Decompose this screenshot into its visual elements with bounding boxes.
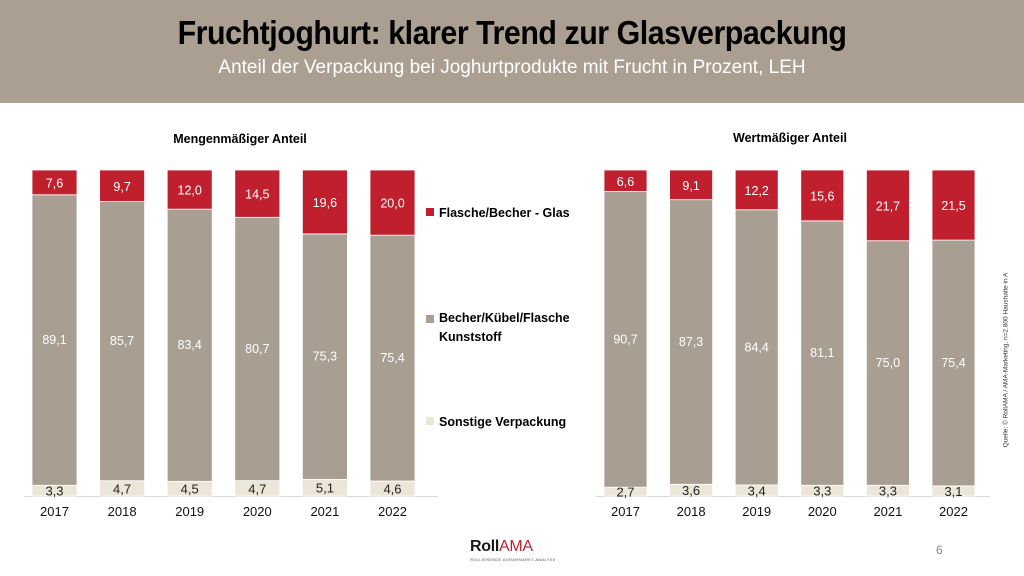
wert-label-kunststoff-2022: 75,4 — [941, 356, 965, 370]
menge-bar-kunststoff-2020 — [234, 216, 281, 482]
menge-label-kunststoff-2019: 83,4 — [178, 338, 202, 352]
menge-label-sonstige-2019: 4,5 — [181, 482, 199, 497]
wert-label-sonstige-2018: 3,6 — [682, 483, 700, 498]
menge-bar-glas-2022 — [369, 169, 416, 236]
wert-label-glas-2021: 21,7 — [876, 199, 900, 213]
menge-label-sonstige-2021: 5,1 — [316, 481, 334, 496]
wert-label-kunststoff-2021: 75,0 — [876, 356, 900, 370]
wert-label-sonstige-2021: 3,3 — [879, 484, 897, 499]
menge-x-tick-2018: 2018 — [108, 504, 137, 519]
menge-bar-kunststoff-2022 — [369, 234, 416, 482]
legend-item-kunststoff: Becher/Kübel/Flasche Kunststoff — [426, 309, 596, 347]
wert-label-glas-2018: 9,1 — [682, 179, 699, 193]
wert-x-tick-2021: 2021 — [873, 504, 902, 519]
menge-label-sonstige-2022: 4,6 — [383, 482, 401, 497]
wert-bar-glas-2017 — [603, 169, 648, 192]
legend-label-sonstige: Sonstige Verpackung — [439, 415, 567, 429]
wert-x-tick-2018: 2018 — [677, 504, 706, 519]
menge-bar-glas-2018 — [99, 169, 145, 202]
menge-x-tick-2017: 2017 — [40, 504, 69, 519]
menge-bar-kunststoff-2021 — [301, 233, 348, 480]
source-note: Quelle: © RollAMA / AMA-Marketing, n=2.8… — [1002, 272, 1010, 448]
wert-label-kunststoff-2019: 84,4 — [745, 340, 769, 354]
menge-bar-glas-2021 — [301, 169, 348, 235]
legend-swatch-kunststoff — [426, 315, 434, 323]
wert-bar-kunststoff-2021 — [866, 240, 910, 486]
menge-label-glas-2020: 14,5 — [245, 188, 269, 202]
menge-bar-glas-2019 — [166, 169, 213, 210]
legend-item-glas: Flasche/Becher - Glas — [426, 204, 570, 223]
menge-bar-glas-2017 — [31, 169, 78, 196]
menge-label-glas-2017: 7,6 — [46, 176, 63, 190]
wert-label-kunststoff-2018: 87,3 — [679, 335, 703, 349]
menge-label-glas-2021: 19,6 — [313, 196, 337, 210]
legend-item-sonstige: Sonstige Verpackung — [426, 413, 566, 432]
wert-bar-glas-2020 — [800, 169, 845, 222]
menge-x-tick-2021: 2021 — [310, 504, 339, 519]
wert-x-tick-2022: 2022 — [939, 504, 968, 519]
rollama-logo: RollAMA ROLLIERENDE AGRARMARKT-ANALYSE — [470, 538, 556, 563]
wert-bar-glas-2022 — [931, 169, 976, 241]
wert-label-kunststoff-2020: 81,1 — [810, 346, 834, 360]
chart-title-menge: Mengenmäßiger Anteil — [173, 132, 307, 146]
header-banner: Fruchtjoghurt: klarer Trend zur Glasverp… — [0, 0, 1024, 103]
menge-label-kunststoff-2022: 75,4 — [380, 351, 404, 365]
logo-tagline: ROLLIERENDE AGRARMARKT-ANALYSE — [470, 557, 556, 562]
legend-swatch-sonstige — [426, 417, 434, 425]
wert-x-tick-2019: 2019 — [742, 504, 771, 519]
menge-x-tick-2020: 2020 — [243, 504, 272, 519]
legend-label-kunststoff: Becher/Kübel/Flasche Kunststoff — [439, 311, 570, 344]
wert-bar-kunststoff-2019 — [734, 209, 779, 486]
wert-bar-glas-2021 — [866, 169, 910, 242]
wert-bar-glas-2019 — [734, 169, 779, 211]
page-number: 6 — [936, 543, 943, 557]
wert-label-glas-2017: 6,6 — [617, 175, 634, 189]
wert-x-tick-2017: 2017 — [611, 504, 640, 519]
legend-label-glas: Flasche/Becher - Glas — [439, 206, 570, 220]
wert-bar-kunststoff-2017 — [603, 191, 648, 488]
menge-label-glas-2019: 12,0 — [178, 184, 202, 198]
wert-label-sonstige-2019: 3,4 — [748, 483, 766, 498]
menge-label-kunststoff-2017: 89,1 — [42, 333, 66, 347]
menge-label-kunststoff-2020: 80,7 — [245, 342, 269, 356]
legend-swatch-glas — [426, 208, 434, 216]
chart-title-wert: Wertmäßiger Anteil — [733, 131, 847, 145]
menge-bar-kunststoff-2019 — [166, 208, 213, 482]
wert-label-sonstige-2022: 3,1 — [944, 484, 962, 499]
menge-bar-kunststoff-2018 — [99, 201, 145, 482]
menge-label-sonstige-2018: 4,7 — [113, 481, 131, 496]
menge-bar-glas-2020 — [234, 169, 281, 218]
wert-label-glas-2019: 12,2 — [745, 184, 769, 198]
wert-label-sonstige-2020: 3,3 — [813, 484, 831, 499]
logo-ama-text: AMA — [499, 538, 533, 555]
wert-label-kunststoff-2017: 90,7 — [613, 332, 637, 346]
wert-bar-glas-2018 — [669, 169, 713, 201]
menge-x-tick-2022: 2022 — [378, 504, 407, 519]
menge-label-glas-2018: 9,7 — [113, 180, 130, 194]
logo-roll-text: Roll — [470, 538, 500, 555]
menge-label-sonstige-2017: 3,3 — [45, 484, 63, 499]
wert-label-glas-2022: 21,5 — [941, 199, 965, 213]
menge-label-glas-2022: 20,0 — [380, 197, 404, 211]
slide-subtitle: Anteil der Verpackung bei Joghurtprodukt… — [218, 57, 806, 78]
menge-label-kunststoff-2018: 85,7 — [110, 334, 134, 348]
wert-label-glas-2020: 15,6 — [810, 189, 834, 203]
menge-x-tick-2019: 2019 — [175, 504, 204, 519]
wert-bar-kunststoff-2020 — [800, 220, 845, 486]
menge-label-sonstige-2020: 4,7 — [248, 481, 266, 496]
slide-title: Fruchtjoghurt: klarer Trend zur Glasverp… — [177, 14, 847, 51]
menge-label-kunststoff-2021: 75,3 — [313, 350, 337, 364]
wert-bar-kunststoff-2018 — [669, 199, 713, 485]
wert-label-sonstige-2017: 2,7 — [616, 485, 634, 500]
wert-x-tick-2020: 2020 — [808, 504, 837, 519]
